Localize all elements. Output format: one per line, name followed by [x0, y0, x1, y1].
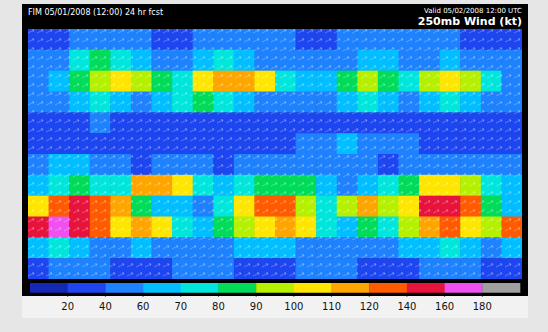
colorbar-tick — [369, 293, 370, 297]
colorbar-segment — [369, 283, 407, 293]
colorbar-tick — [482, 293, 483, 297]
colorbar-tick — [406, 293, 407, 297]
colorbar-tick-label: 70 — [174, 301, 187, 312]
colorbar-tick — [218, 293, 219, 297]
colorbar-tick-label: 110 — [322, 301, 341, 312]
annotation: Valid 05/02/2008 12:00 UTC — [424, 7, 522, 15]
colorbar-segment — [332, 283, 370, 293]
colorbar-segment — [407, 283, 445, 293]
colorbar-tick-label: 120 — [360, 301, 379, 312]
colorbar-tick-label: 160 — [435, 301, 454, 312]
wind-field — [28, 29, 522, 279]
colorbar-tick — [444, 293, 445, 297]
colorbar-tick — [143, 293, 144, 297]
colorbar-segment — [68, 283, 106, 293]
colorbar-tick — [180, 293, 181, 297]
colorbar-tick-label: 180 — [473, 301, 492, 312]
colorbar-tick-label: 100 — [284, 301, 303, 312]
colorbar-segment — [181, 283, 219, 293]
colorbar-segment — [482, 283, 520, 293]
wind-vectors — [28, 29, 522, 279]
colorbar-axis — [30, 293, 520, 294]
colorbar-tick — [105, 293, 106, 297]
colorbar-tick-label: 90 — [250, 301, 263, 312]
colorbar-segment — [294, 283, 332, 293]
colorbar-tick-label: 80 — [212, 301, 225, 312]
colorbar-tick-label: 20 — [61, 301, 74, 312]
colorbar-segment — [105, 283, 143, 293]
colorbar-tick — [67, 293, 68, 297]
colorbar-segment — [445, 283, 483, 293]
colorbar-segment — [256, 283, 294, 293]
colorbar-tick-label: 60 — [137, 301, 150, 312]
title: 250mb Wind (kt) — [418, 15, 522, 28]
colorbar-tick — [293, 293, 294, 297]
subtitle: FIM 05/01/2008 (12:00) 24 hr fcst — [28, 8, 163, 17]
figure: FIM 05/01/2008 (12:00) 24 hr fcst Valid 0… — [0, 0, 548, 332]
colorbar-segment — [143, 283, 181, 293]
colorbar-label-strip — [22, 296, 528, 318]
colorbar-segment — [218, 283, 256, 293]
colorbar-tick-label: 140 — [397, 301, 416, 312]
panel-frame — [22, 4, 528, 318]
colorbar-tick — [331, 293, 332, 297]
colorbar-tick — [256, 293, 257, 297]
colorbar-tick-label: 40 — [99, 301, 112, 312]
colorbar-segment — [30, 283, 68, 293]
